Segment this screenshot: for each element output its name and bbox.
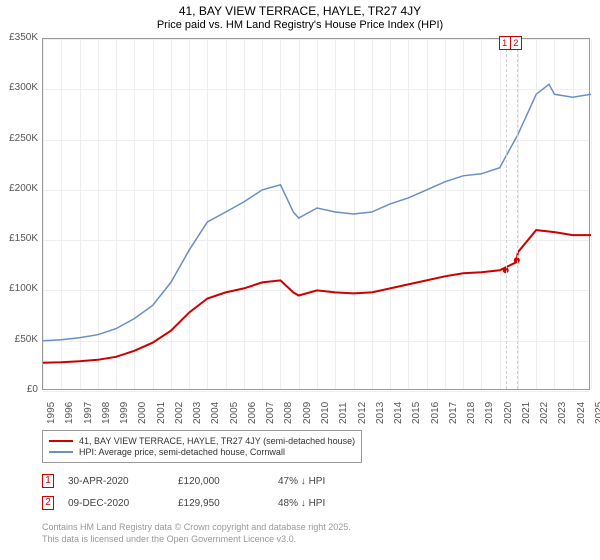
legend-swatch [49,440,73,442]
x-axis-label: 2016 [430,396,441,424]
legend-label: 41, BAY VIEW TERRACE, HAYLE, TR27 4JY (s… [79,436,355,446]
chart-title: 41, BAY VIEW TERRACE, HAYLE, TR27 4JY [0,0,600,18]
transaction-row: 1 30-APR-2020 £120,000 47% ↓ HPI [42,474,325,488]
x-axis-label: 1998 [101,396,112,424]
chart-svg [43,39,591,391]
y-axis-label: £200K [0,183,38,194]
transaction-date: 30-APR-2020 [68,476,178,487]
marker-box: 2 [510,36,522,50]
transaction-price: £129,950 [178,498,278,509]
y-axis-label: £300K [0,82,38,93]
x-axis-label: 2024 [576,396,587,424]
chart-plot-area [42,38,590,390]
transaction-marker: 1 [42,474,54,488]
x-axis-label: 2005 [229,396,240,424]
legend-label: HPI: Average price, semi-detached house,… [79,447,285,457]
x-axis-label: 2019 [484,396,495,424]
y-axis-label: £350K [0,32,38,43]
footer-line: Contains HM Land Registry data © Crown c… [42,522,351,534]
series-property [43,230,591,363]
transaction-row: 2 09-DEC-2020 £129,950 48% ↓ HPI [42,496,325,510]
transaction-delta: 48% ↓ HPI [278,498,325,509]
x-axis-label: 2018 [466,396,477,424]
legend-swatch [49,451,73,453]
x-axis-label: 2002 [174,396,185,424]
x-axis-label: 2001 [156,396,167,424]
x-axis-label: 2020 [503,396,514,424]
x-axis-label: 2006 [247,396,258,424]
transaction-price: £120,000 [178,476,278,487]
x-axis-label: 2021 [521,396,532,424]
transaction-delta: 47% ↓ HPI [278,476,325,487]
y-axis-label: £0 [0,384,38,395]
x-axis-label: 2000 [137,396,148,424]
transaction-marker: 2 [42,496,54,510]
x-axis-label: 2009 [302,396,313,424]
x-axis-label: 2004 [210,396,221,424]
x-axis-label: 1996 [64,396,75,424]
x-axis-label: 2023 [557,396,568,424]
x-axis-label: 2015 [411,396,422,424]
x-axis-label: 2025 [594,396,600,424]
x-axis-label: 2011 [338,396,349,424]
x-axis-label: 1999 [119,396,130,424]
transaction-date: 09-DEC-2020 [68,498,178,509]
x-axis-label: 2003 [192,396,203,424]
legend-item-hpi: HPI: Average price, semi-detached house,… [49,447,355,457]
x-axis-label: 2012 [357,396,368,424]
x-axis-label: 1997 [83,396,94,424]
legend-item-property: 41, BAY VIEW TERRACE, HAYLE, TR27 4JY (s… [49,436,355,446]
y-axis-label: £250K [0,133,38,144]
y-axis-label: £50K [0,334,38,345]
x-axis-label: 2007 [265,396,276,424]
footer-line: This data is licensed under the Open Gov… [42,534,351,546]
x-axis-label: 2014 [393,396,404,424]
chart-subtitle: Price paid vs. HM Land Registry's House … [0,19,600,31]
y-axis-label: £150K [0,233,38,244]
x-axis-label: 2017 [448,396,459,424]
x-axis-label: 2022 [539,396,550,424]
series-hpi [43,84,591,340]
x-axis-label: 2010 [320,396,331,424]
y-axis-label: £100K [0,283,38,294]
attribution: Contains HM Land Registry data © Crown c… [42,522,351,545]
x-axis-label: 2008 [283,396,294,424]
legend: 41, BAY VIEW TERRACE, HAYLE, TR27 4JY (s… [42,430,362,463]
x-axis-label: 1995 [46,396,57,424]
x-axis-label: 2013 [375,396,386,424]
